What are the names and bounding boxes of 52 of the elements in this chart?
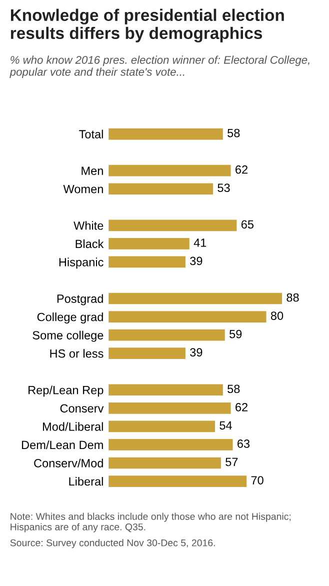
- chart-title: Knowledge of presidential election results differs by demographics: [10, 8, 284, 42]
- text: Note: Whites and blacks include only those who are not Hispanic; Hispanics are of any race. Q35.: [10, 512, 291, 532]
- data-label: 59: [230, 330, 242, 338]
- data-label: 41: [194, 238, 206, 247]
- source-note: Source: Survey conducted Nov 30-Dec 5, 2016.: [10, 539, 215, 548]
- y-tick-label: Women: [63, 185, 103, 194]
- bar: [108, 292, 282, 304]
- bar: [108, 220, 237, 232]
- bar: [108, 329, 225, 341]
- chart-subtitle: % who know 2016 pres. election winner of: Electoral College, popular vote and their state's vote...: [10, 56, 310, 78]
- data-label: 80: [270, 312, 284, 320]
- y-tick-label: Black: [76, 239, 104, 248]
- data-label: 62: [236, 165, 248, 174]
- bar: [108, 402, 231, 414]
- bar: [108, 128, 223, 140]
- data-label: 63: [238, 440, 250, 448]
- y-tick-label: Dem/Lean Dem: [22, 440, 103, 450]
- data-label: 39: [190, 348, 202, 357]
- data-label: 88: [286, 293, 299, 302]
- bar: [108, 476, 247, 487]
- y-tick-label: College grad: [37, 312, 103, 324]
- y-tick-label: HS or less: [50, 349, 104, 358]
- bar: [108, 256, 186, 268]
- y-tick-label: Postgrad: [57, 294, 103, 306]
- y-tick-label: Conserv/Mod: [34, 458, 103, 468]
- y-tick-label: Liberal: [69, 476, 103, 486]
- data-label: 57: [226, 458, 238, 466]
- bar: [108, 183, 214, 195]
- y-tick-label: Conserv: [60, 404, 104, 413]
- y-tick-label: White: [74, 221, 104, 230]
- bar: [108, 439, 233, 450]
- data-label: 58: [228, 128, 240, 138]
- data-label: 62: [236, 402, 248, 412]
- data-label: 53: [218, 184, 230, 192]
- bar: [108, 238, 190, 250]
- bar: [108, 348, 186, 360]
- y-tick-label: Hispanic: [59, 258, 104, 269]
- y-tick-label: Rep/Lean Rep: [28, 386, 104, 397]
- data-label: 54: [220, 421, 232, 430]
- data-label: 58: [228, 384, 240, 394]
- data-label: 65: [241, 220, 254, 229]
- data-label: 70: [251, 476, 264, 484]
- bar: [108, 311, 266, 322]
- bar: [108, 457, 221, 469]
- y-tick-label: Mod/Liberal: [42, 422, 103, 431]
- y-tick-label: Total: [79, 130, 103, 138]
- bar: [108, 384, 223, 396]
- y-tick-label: Some college: [32, 330, 104, 342]
- data-label: 39: [190, 256, 202, 266]
- bar: [108, 164, 231, 176]
- bar: [108, 420, 216, 432]
- y-tick-label: Men: [82, 166, 103, 175]
